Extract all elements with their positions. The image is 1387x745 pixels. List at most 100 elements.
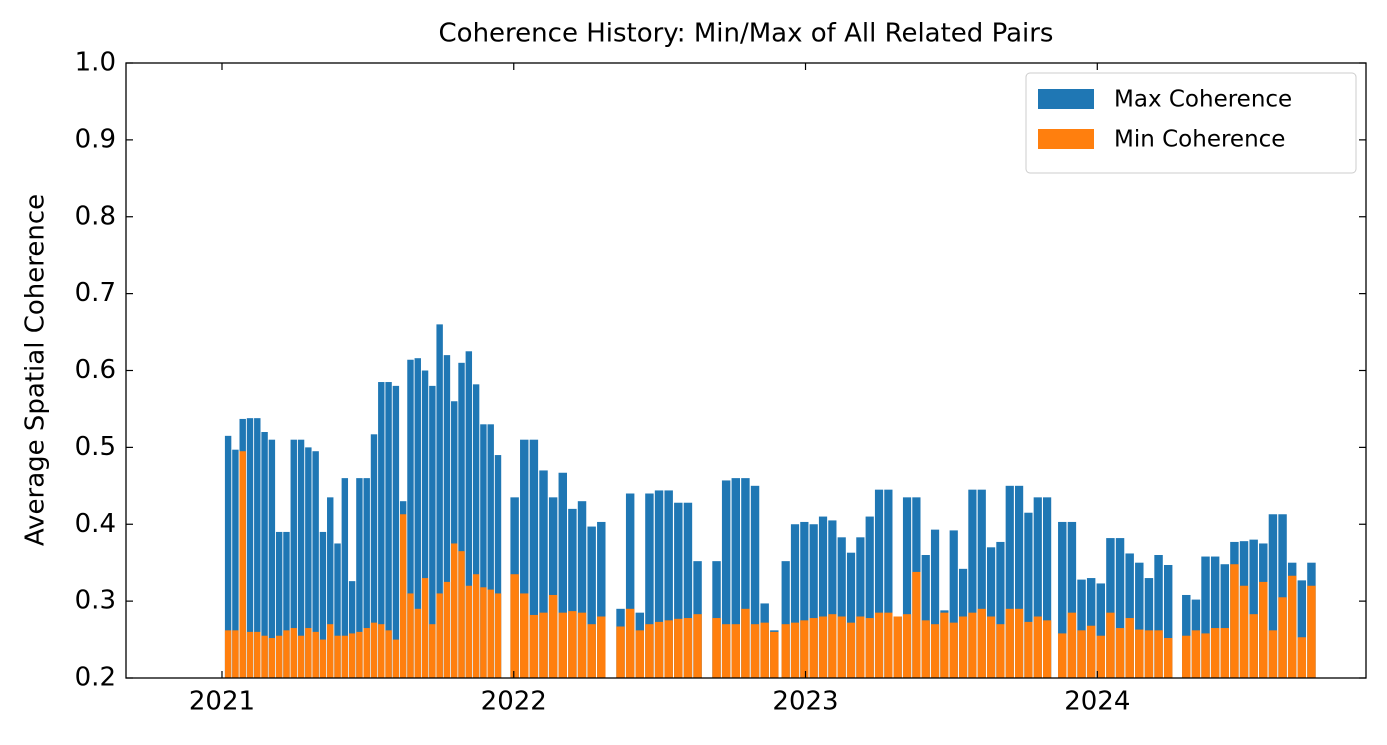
bar [472,574,480,678]
y-tick-label: 0.9 [75,124,116,154]
bar [770,631,779,678]
bar [370,622,378,678]
bar [480,587,487,678]
bar [341,635,349,678]
bar [494,593,502,678]
bar [356,631,363,678]
bar [996,624,1005,678]
bar [1220,564,1230,678]
bar [921,555,930,678]
y-tick-label: 0.3 [75,586,116,616]
bar [865,516,874,678]
bar [487,589,494,678]
legend-label: Max Coherence [1114,87,1292,113]
bar [968,612,977,678]
y-axis-label: Average Spatial Coherence [21,194,51,546]
bar [327,624,334,678]
bar [721,624,731,678]
bar [1154,630,1163,678]
bar [1125,618,1134,678]
bar [254,631,261,678]
bar [977,608,986,678]
x-tick-label: 2024 [1064,687,1130,717]
bar [828,520,837,678]
bar [1297,580,1307,678]
bar [741,608,750,678]
bar [809,618,818,678]
bar [1005,485,1014,678]
legend-swatch [1038,89,1094,109]
bar [363,478,370,678]
bar [930,624,940,678]
bar [275,531,283,678]
bar [399,514,407,678]
bar [465,351,473,678]
bar [443,355,451,678]
bar [414,608,421,678]
bar [283,630,290,678]
bar [348,633,356,678]
x-tick-label: 2022 [481,687,547,717]
bar [443,581,451,678]
bar [1230,564,1239,678]
bar [664,620,673,678]
bar [731,624,741,678]
y-tick-label: 1.0 [75,48,116,78]
bar [305,628,312,678]
bar [837,616,846,678]
bar [261,432,268,678]
bar [407,359,414,678]
bar [781,561,790,678]
bar [224,435,232,678]
bar [348,581,356,678]
bar [392,385,400,678]
bar [520,593,529,678]
bar [558,612,567,678]
y-tick-label: 0.6 [75,355,116,385]
bar [587,624,596,678]
bar [1115,538,1125,678]
bar [1201,556,1210,678]
bar [654,490,664,678]
bar [370,434,378,678]
bar [1268,630,1278,678]
y-tick-label: 0.4 [75,509,116,539]
bar [319,531,327,678]
bar [232,630,239,678]
bar [940,612,949,678]
bar [986,616,996,678]
bar [996,541,1005,678]
bar [1144,630,1154,678]
bar [1033,497,1042,678]
bar [1268,514,1278,678]
bar [520,439,529,678]
bar [239,451,246,678]
bar [856,537,865,678]
bar [334,543,341,678]
bar [683,618,693,678]
bar [790,524,800,678]
bar [487,424,494,678]
bar [809,524,818,678]
bar [949,622,958,678]
bar [451,401,458,678]
bar [429,624,436,678]
bar [1033,616,1042,678]
bar [510,574,519,678]
bar [1077,579,1086,678]
bar [472,384,480,678]
bar [1135,629,1144,678]
bar [818,616,828,678]
bar [884,489,893,678]
bar [1278,597,1287,678]
bar [385,630,392,678]
bar [781,624,790,678]
bar [645,624,654,678]
bar [1249,614,1258,678]
bar [856,616,865,678]
bar [465,585,473,678]
bar [577,501,587,678]
bar [597,616,606,678]
bar [297,635,305,678]
